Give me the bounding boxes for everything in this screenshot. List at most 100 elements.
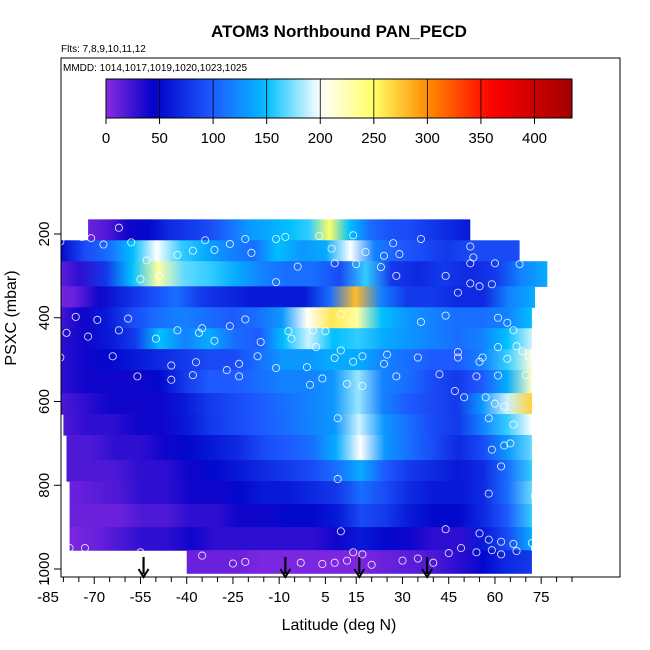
flight-point [127, 238, 136, 247]
chart-title: ATOM3 Northbound PAN_PECD [211, 22, 467, 41]
flight-point [321, 327, 330, 336]
flight-point [389, 239, 398, 248]
flight-point [466, 242, 475, 251]
flight-point [361, 247, 370, 257]
flight-point [367, 560, 376, 569]
flight-point [487, 280, 496, 289]
colorbar-tick-label: 250 [361, 130, 386, 147]
flight-point [413, 554, 422, 563]
flight-point [80, 544, 90, 553]
flight-point [333, 474, 342, 484]
flight-point [247, 248, 256, 257]
flight-point [133, 372, 142, 381]
flight-point [62, 328, 71, 337]
flight-point [188, 371, 197, 380]
flight-point [453, 288, 463, 297]
flight-point [99, 240, 108, 249]
flight-point [114, 223, 123, 232]
flight-point [235, 372, 244, 381]
y-tick-label: 600 [36, 389, 53, 414]
flight-point [330, 259, 339, 268]
colorbar-rect [105, 78, 573, 119]
flight-point [493, 343, 503, 352]
flight-point [284, 327, 293, 336]
colorbar-tick-label: 350 [468, 130, 493, 147]
arrow-head [421, 568, 433, 579]
flight-point [416, 317, 426, 326]
flight-point [534, 418, 543, 427]
flight-point [173, 326, 182, 335]
flight-point [114, 326, 123, 335]
flight-point [61, 353, 65, 362]
flight-point [441, 311, 450, 320]
flight-point [77, 232, 86, 241]
flight-point [136, 548, 145, 557]
x-axis-label: Latitude (deg N) [282, 617, 397, 634]
flight-point [521, 371, 530, 380]
flight-point [330, 353, 339, 363]
flight-point [460, 393, 469, 402]
flight-point [151, 334, 160, 343]
flight-point [315, 232, 324, 241]
x-tick-label: -10 [268, 589, 290, 606]
flight-point [392, 271, 401, 280]
flight-point [379, 359, 389, 368]
flight-point [349, 548, 358, 557]
flight-point [512, 546, 521, 556]
x-tick-label: -40 [176, 589, 198, 606]
flight-point [487, 445, 496, 454]
flight-point [456, 544, 466, 553]
flight-point [235, 359, 244, 368]
colorbar-tick-label: 150 [254, 130, 279, 147]
heatmap-layer [61, 393, 532, 415]
flight-point [358, 381, 367, 391]
heatmap-layer [66, 460, 532, 482]
flight-point [509, 326, 518, 335]
flight-point [506, 439, 515, 448]
flight-point [272, 278, 281, 287]
heatmap-layer [61, 349, 532, 371]
flight-point [327, 244, 336, 253]
flight-point [136, 275, 145, 284]
flight-point [191, 358, 201, 367]
flight-point [515, 260, 524, 269]
x-tick-label: 5 [321, 589, 329, 606]
arrow-head [137, 568, 150, 579]
flight-point [253, 352, 262, 361]
heatmap-layer [88, 219, 471, 241]
flight-point [475, 357, 484, 366]
flight-point [194, 328, 204, 337]
flight-point [490, 399, 499, 408]
heatmap-layer [63, 414, 532, 436]
flight-point [272, 363, 281, 373]
flight-point [349, 231, 358, 240]
flight-point [210, 336, 219, 345]
flight-point [210, 245, 219, 254]
flight-point [493, 371, 503, 380]
flight-point [330, 558, 339, 567]
colorbar-tick-label: 50 [151, 130, 168, 147]
x-tick-label: -85 [37, 589, 59, 606]
heatmap-layer [61, 307, 532, 329]
heatmap-layer [61, 240, 520, 262]
flight-point [540, 464, 549, 473]
flight-point [336, 346, 345, 355]
arrow-markers [137, 557, 433, 579]
x-axis: -85 -70 -55 -40 -25 -10 5 15 30 45 60 75 [37, 577, 573, 606]
flight-point [453, 348, 463, 357]
flight-point [524, 352, 533, 361]
flight-point [352, 260, 361, 269]
flight-point [342, 379, 352, 388]
colorbar-tick-label: 100 [201, 130, 226, 147]
flight-point [392, 372, 401, 381]
flight-point [358, 550, 367, 559]
flight-point [503, 318, 512, 327]
x-tick-label: -55 [130, 589, 152, 606]
heatmap-layer [66, 435, 532, 461]
flight-point [281, 232, 290, 241]
flight-point [466, 259, 475, 268]
heatmap-layer [69, 481, 532, 505]
flight-point [441, 525, 450, 534]
x-tick-label: 75 [533, 589, 550, 606]
flight-point [167, 375, 176, 384]
